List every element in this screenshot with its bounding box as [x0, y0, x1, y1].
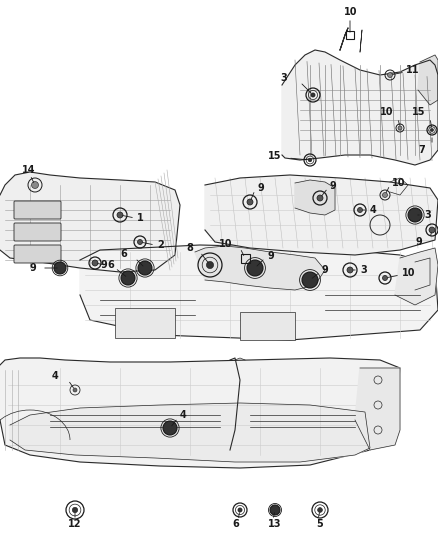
Polygon shape — [395, 248, 438, 305]
Text: 9: 9 — [415, 237, 422, 247]
Text: 4: 4 — [51, 371, 58, 381]
Text: 11: 11 — [406, 65, 420, 75]
Text: 10: 10 — [379, 107, 393, 117]
Circle shape — [117, 212, 123, 218]
Polygon shape — [0, 172, 180, 272]
Circle shape — [382, 276, 388, 280]
Polygon shape — [355, 368, 400, 450]
Circle shape — [247, 260, 263, 276]
Text: 3: 3 — [360, 265, 367, 275]
Circle shape — [302, 272, 318, 288]
Text: 9: 9 — [30, 263, 37, 273]
Text: 3: 3 — [424, 210, 431, 220]
Text: 10: 10 — [402, 268, 416, 278]
Text: 10: 10 — [392, 178, 406, 188]
Text: 6: 6 — [120, 249, 127, 259]
Circle shape — [247, 199, 253, 205]
Text: 12: 12 — [68, 519, 81, 529]
Text: 9: 9 — [267, 251, 274, 261]
Circle shape — [311, 93, 315, 97]
Circle shape — [408, 208, 422, 222]
Text: 5: 5 — [316, 519, 323, 529]
Polygon shape — [10, 403, 370, 462]
Circle shape — [238, 508, 242, 512]
FancyBboxPatch shape — [14, 201, 61, 219]
Circle shape — [206, 261, 214, 269]
Text: 4: 4 — [370, 205, 377, 215]
Polygon shape — [195, 246, 325, 290]
Circle shape — [73, 388, 77, 392]
Text: 4: 4 — [180, 410, 187, 420]
Text: 2: 2 — [157, 240, 164, 250]
Text: 13: 13 — [268, 519, 282, 529]
Polygon shape — [0, 358, 400, 468]
Circle shape — [163, 421, 177, 435]
Polygon shape — [282, 50, 438, 165]
Circle shape — [388, 72, 392, 77]
Text: 15: 15 — [411, 107, 425, 117]
FancyBboxPatch shape — [14, 245, 61, 263]
Circle shape — [138, 239, 142, 245]
Bar — [240, 254, 250, 262]
Circle shape — [54, 262, 66, 274]
Bar — [346, 31, 354, 39]
Text: 10: 10 — [219, 239, 232, 249]
Bar — [240, 312, 295, 340]
Circle shape — [431, 128, 434, 132]
Text: 9: 9 — [322, 265, 329, 275]
Circle shape — [429, 227, 435, 233]
Text: 1: 1 — [137, 213, 144, 223]
Circle shape — [32, 182, 39, 189]
Text: 3: 3 — [280, 73, 287, 83]
Text: 10: 10 — [344, 7, 357, 17]
Circle shape — [121, 271, 135, 285]
Text: 9: 9 — [100, 260, 107, 270]
Circle shape — [357, 207, 363, 213]
Polygon shape — [80, 245, 438, 340]
Text: 14: 14 — [22, 165, 35, 175]
Polygon shape — [205, 175, 438, 255]
Polygon shape — [418, 55, 438, 105]
Circle shape — [382, 192, 388, 198]
Circle shape — [138, 261, 152, 275]
Text: 6: 6 — [107, 260, 114, 270]
Circle shape — [317, 195, 323, 201]
Text: 9: 9 — [257, 183, 264, 193]
FancyBboxPatch shape — [14, 223, 61, 241]
Polygon shape — [295, 180, 335, 215]
Bar — [115, 308, 175, 338]
Text: 9: 9 — [330, 181, 337, 191]
Circle shape — [308, 158, 312, 162]
Circle shape — [318, 507, 322, 512]
Text: 7: 7 — [418, 145, 425, 155]
Circle shape — [270, 505, 280, 515]
Text: 15: 15 — [268, 151, 282, 161]
Circle shape — [92, 260, 98, 266]
Circle shape — [72, 507, 78, 513]
Circle shape — [347, 267, 353, 273]
Circle shape — [398, 126, 402, 130]
Text: 6: 6 — [232, 519, 239, 529]
Text: 8: 8 — [186, 243, 193, 253]
